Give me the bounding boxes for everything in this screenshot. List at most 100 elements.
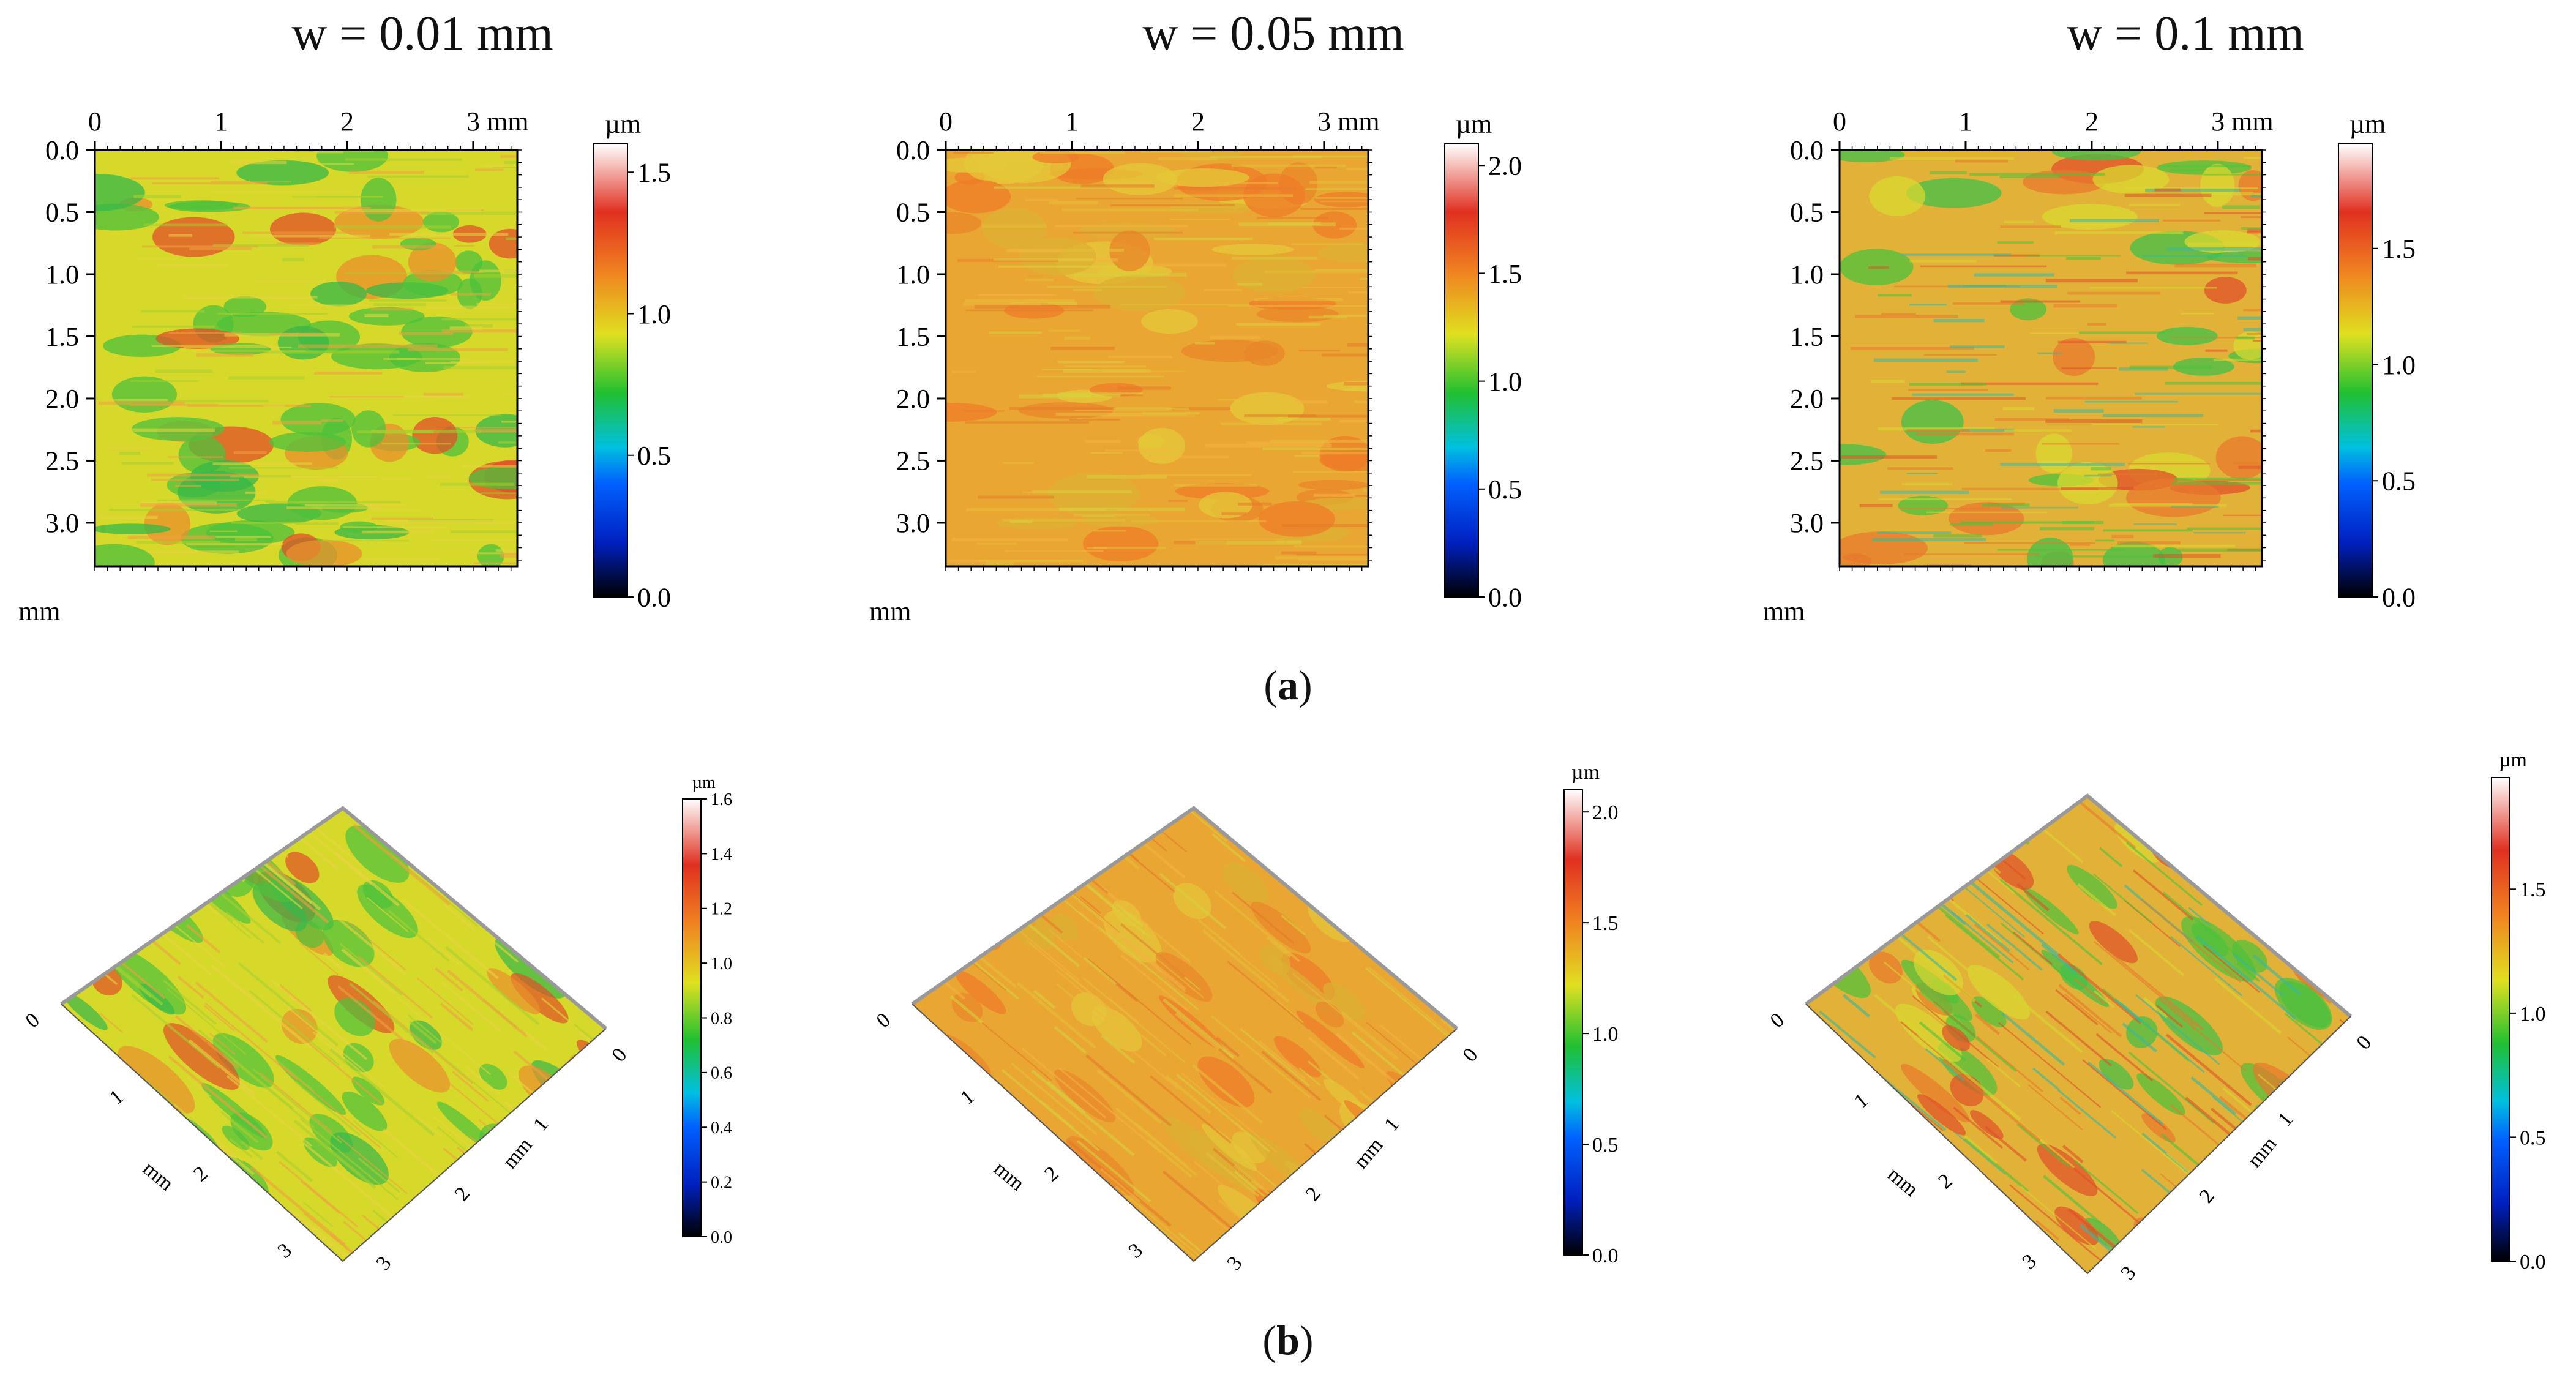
height-map-2d-w01: 0 1 2 3 mm 0.0 0.5 1.0 1.5 2.0 2.5 3.0 mm µm 1.5 1.0 0.…	[1763, 107, 2416, 626]
y-tick-label: 1.5	[896, 321, 930, 351]
panel-label-a: (a)	[1264, 662, 1312, 708]
colorbar-tick-label: 1.6	[711, 790, 732, 809]
colorbar-gradient	[1563, 789, 1583, 1256]
right-axis-tick-label: 0	[1458, 1044, 1482, 1066]
colorbar-tick-label: 1.0	[711, 954, 732, 973]
y-tick-label: 2.5	[896, 446, 930, 476]
x-tick-label: 1	[214, 107, 228, 137]
left-axis-tick-label: 2	[1040, 1162, 1063, 1186]
y-tick-label: 2.5	[45, 446, 79, 476]
surface-back-edge	[1805, 793, 2352, 1018]
colorbar-tick-label: 1.0	[2520, 1003, 2546, 1025]
colorbar-tick-label: 1.4	[711, 845, 732, 864]
right-axis-tick-label: 1	[2274, 1108, 2297, 1131]
right-axis-tick-label: 3	[1222, 1252, 1246, 1275]
colorbar-unit: µm	[2349, 109, 2386, 139]
colorbar-tick-label: 0.5	[1488, 474, 1522, 504]
left-axis-unit: mm	[138, 1157, 178, 1195]
left-axis-tick-label: 2	[1934, 1169, 1956, 1193]
y-tick-label: 1.5	[45, 321, 79, 351]
left-axis-tick-label: 0	[872, 1008, 895, 1032]
colorbar-tick-label: 1.5	[2520, 879, 2546, 901]
x-tick-label: 0	[88, 107, 102, 137]
x-tick-label: 3 mm	[466, 107, 528, 137]
y-tick-label: 1.5	[1790, 321, 1824, 351]
colorbar-tick-label: 0.0	[2520, 1251, 2546, 1273]
y-tick-label: 2.0	[1790, 384, 1824, 414]
left-axis-tick-label: 0	[21, 1008, 44, 1032]
colorbar-tick-label: 0.8	[711, 1009, 732, 1028]
colorbar-tick-label: 2.0	[1488, 151, 1522, 181]
plot-frame	[945, 149, 1369, 568]
surface-3d-texture	[61, 808, 606, 1261]
height-map-2d-w001: 0 1 2 3 mm 0.0 0.5 1.0 1.5 2.0 2.5 3.0 mm µm 1.5 1.0 0.…	[18, 107, 671, 626]
right-axis-tick-label: 3	[2116, 1262, 2140, 1284]
title-col-1: w = 0.01 mm	[291, 7, 553, 61]
x-tick-label: 1	[1959, 107, 1972, 137]
y-tick-label: 0.0	[1790, 135, 1824, 165]
x-tick-label: 3 mm	[2211, 107, 2273, 137]
right-axis-unit: mm	[498, 1134, 536, 1173]
colorbar-unit: µm	[1456, 109, 1492, 139]
y-tick-label: 0.0	[896, 135, 930, 165]
right-axis-tick-label: 3	[372, 1252, 395, 1275]
right-axis-tick-label: 2	[451, 1183, 474, 1205]
surface-back-edge	[911, 806, 1458, 1030]
height-map-2d-w005: 0 1 2 3 mm 0.0 0.5 1.0 1.5 2.0 2.5 3.0 mm µm 2.0 1.5 1.…	[869, 107, 1522, 626]
colorbar-tick-label: 1.0	[1592, 1023, 1619, 1046]
plot-frame	[94, 149, 519, 568]
colorbar-tick-label: 1.5	[2382, 234, 2416, 264]
y-tick-label: 0.0	[45, 135, 79, 165]
surface-front-edge	[912, 1003, 1458, 1262]
colorbar-tick-label: 1.0	[637, 299, 671, 329]
right-axis-tick-label: 1	[1380, 1113, 1404, 1136]
surface-back-edge	[60, 806, 607, 1030]
right-axis-unit: mm	[1349, 1134, 1387, 1173]
surface-3d-w001: 0 1 2 3 0 1 2 3 mm mm µm1.6 1.4 1.2 1.0 0.8 0.6 0.4 0.2 0.…	[21, 773, 732, 1275]
colorbar-tick-label: 0.0	[711, 1228, 732, 1247]
y-tick-label: 3.0	[1790, 508, 1824, 538]
right-axis-tick-label: 2	[1301, 1183, 1325, 1205]
left-axis-tick-label: 0	[1766, 1008, 1789, 1032]
colorbar-tick-label: 1.5	[637, 158, 671, 188]
y-tick-label: 3.0	[896, 508, 930, 538]
left-axis-tick-label: 1	[105, 1085, 128, 1109]
y-tick-label: 2.0	[896, 384, 930, 414]
y-tick-label: 3.0	[45, 508, 79, 538]
title-col-3: w = 0.1 mm	[2067, 7, 2304, 61]
colorbar-gradient	[2491, 777, 2510, 1262]
colorbar-tick-label: 0.6	[711, 1064, 732, 1083]
surface-texture	[1840, 150, 2262, 566]
colorbar-tick-label: 1.5	[1592, 912, 1619, 935]
left-axis-tick-label: 3	[2018, 1250, 2041, 1273]
colorbar-unit: µm	[605, 109, 642, 139]
y-axis-unit: mm	[869, 596, 911, 626]
left-axis-tick-label: 3	[274, 1239, 296, 1262]
y-axis-unit: mm	[18, 596, 60, 626]
surface-3d-texture	[1806, 796, 2351, 1273]
surface-texture	[95, 150, 517, 566]
colorbar-tick-label: 1.0	[2382, 350, 2416, 380]
colorbar-gradient	[593, 143, 628, 598]
colorbar-unit: µm	[2499, 749, 2527, 771]
colorbar-tick-label: 0.0	[1592, 1245, 1619, 1267]
right-axis-tick-label: 1	[529, 1113, 553, 1136]
surface-texture	[946, 150, 1368, 566]
colorbar-tick-label: 1.0	[1488, 367, 1522, 397]
panel-label-b: (b)	[1262, 1317, 1314, 1363]
colorbar-tick-label: 0.2	[711, 1173, 732, 1192]
plot-frame	[1838, 149, 2263, 568]
x-tick-label: 1	[1065, 107, 1079, 137]
x-tick-label: 0	[1833, 107, 1846, 137]
right-axis-tick-label: 0	[607, 1044, 631, 1066]
colorbar-gradient	[1444, 143, 1479, 598]
colorbar-unit: µm	[1571, 761, 1600, 784]
y-tick-label: 1.0	[896, 260, 930, 290]
right-axis-unit: mm	[2243, 1133, 2281, 1172]
y-tick-label: 1.0	[45, 260, 79, 290]
right-axis-tick-label: 0	[2352, 1032, 2376, 1054]
colorbar-tick-label: 0.5	[2520, 1126, 2546, 1149]
colorbar-tick-label: 0.4	[711, 1119, 732, 1138]
y-tick-label: 0.5	[1790, 197, 1824, 227]
left-axis-tick-label: 1	[1850, 1089, 1873, 1113]
